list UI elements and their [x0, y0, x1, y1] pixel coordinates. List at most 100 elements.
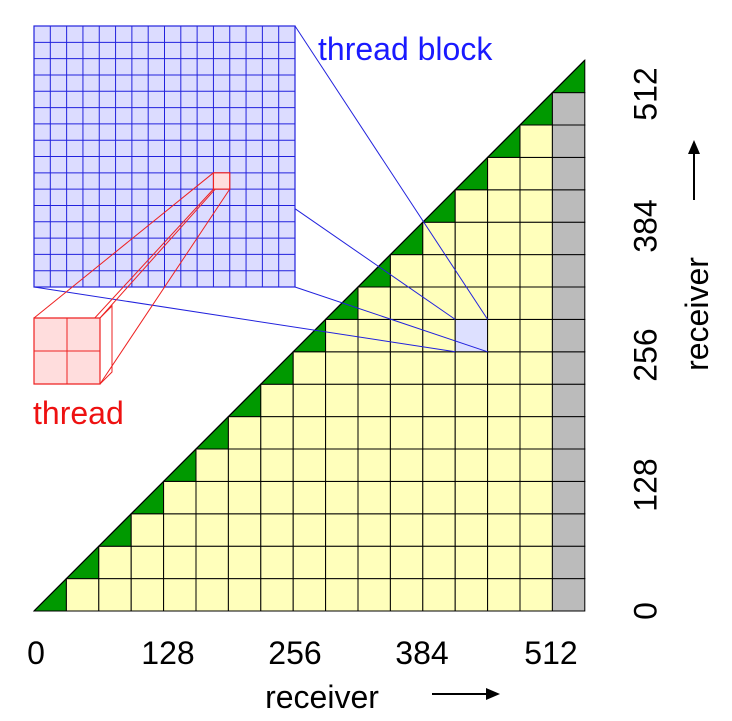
thread-block-cell — [454, 286, 489, 320]
thread-block-cell — [292, 578, 327, 612]
thread-block-cell — [98, 545, 132, 580]
thread-source-cell — [212, 172, 231, 190]
thread-block-cell — [487, 351, 521, 385]
thread-block-cell — [422, 578, 456, 612]
thread-block-cell — [454, 254, 489, 288]
thread-block-cell — [195, 448, 229, 482]
thread-zoom-projection-line — [99, 188, 231, 385]
x-axis-tick-label: 512 — [524, 635, 577, 671]
padding-block-cell — [551, 318, 586, 353]
thread-block-cell — [357, 448, 391, 482]
thread-block-cell — [519, 578, 553, 612]
thread-block-cell — [454, 578, 489, 612]
thread-block-cell — [519, 156, 553, 191]
thread-block-cell — [389, 383, 424, 418]
thread-block-cell — [454, 351, 489, 385]
thread-zoom-projection-line — [99, 172, 231, 319]
thread-block-cell — [130, 545, 165, 580]
thread-block-cell — [163, 513, 197, 547]
x-axis-tick-label: 128 — [141, 635, 194, 671]
thread-block-cell — [292, 513, 327, 547]
thread-block-cell — [163, 578, 197, 612]
thread-block-cell — [422, 545, 456, 580]
thread-block-cell — [389, 286, 424, 320]
y-axis-ticks: 0 128 256 384 512 — [627, 67, 663, 620]
thread-block-cell — [519, 448, 553, 482]
padding-block-cell — [551, 545, 586, 580]
thread-block-cell — [487, 545, 521, 580]
thread-block-cell — [325, 351, 359, 385]
block-zoom-projection-line — [294, 286, 488, 353]
thread-block-cell — [260, 448, 294, 482]
thread-block-cell — [519, 480, 553, 515]
thread-block-cell — [357, 286, 391, 320]
thread-block-cell — [487, 254, 521, 288]
padding-block-cell — [551, 286, 586, 320]
thread-block-cell — [389, 448, 424, 482]
thread-block-cell — [487, 513, 521, 547]
thread-block-cell — [260, 480, 294, 515]
padding-block-cell — [551, 383, 586, 418]
thread-block-cell — [389, 351, 424, 385]
thread-block-cell — [227, 545, 262, 580]
thread-block-cell — [227, 480, 262, 515]
padding-block-cell — [551, 189, 586, 223]
y-axis-arrow-icon — [688, 140, 700, 200]
thread-block-cell — [519, 513, 553, 547]
thread-block-cell — [519, 416, 553, 450]
thread-block-cell — [357, 416, 391, 450]
thread-block-cell — [195, 578, 229, 612]
y-axis-tick-label: 512 — [627, 67, 663, 120]
thread-zoom-depth-edge — [99, 304, 113, 385]
thread-block-cell — [292, 351, 327, 385]
padding-block-cell — [551, 92, 586, 126]
thread-block-cell — [389, 416, 424, 450]
padding-block-cell — [551, 416, 586, 450]
thread-block-cell — [519, 221, 553, 256]
block-zoom-projection-line — [33, 286, 456, 353]
padding-block-cell — [551, 351, 586, 385]
thread-block-cell — [422, 480, 456, 515]
thread-block-cell — [422, 513, 456, 547]
thread-block-cell — [195, 480, 229, 515]
thread-block-cell — [519, 124, 553, 158]
thread-block-cell — [454, 383, 489, 418]
thread-block-cell — [487, 156, 521, 191]
thread-block-cell — [357, 578, 391, 612]
thread-block-cell — [292, 383, 327, 418]
x-axis-tick-label: 256 — [268, 635, 321, 671]
thread-block-cell — [292, 448, 327, 482]
thread-block-cell — [487, 286, 521, 320]
thread-block-label: thread block — [318, 31, 493, 67]
thread-block-cell — [357, 480, 391, 515]
thread-block-cell — [422, 221, 456, 256]
thread-block-cell — [163, 545, 197, 580]
thread-block-cell — [260, 578, 294, 612]
thread-block-cell — [422, 351, 456, 385]
x-axis-ticks: 0 128 256 384 512 — [27, 635, 578, 671]
thread-block-cell — [195, 545, 229, 580]
thread-block-cell — [454, 221, 489, 256]
thread-block-cell — [260, 416, 294, 450]
padding-block-cell — [551, 156, 586, 191]
thread-block-cell — [357, 383, 391, 418]
thread-block-cell — [292, 416, 327, 450]
thread-block-cell — [519, 189, 553, 223]
diagonal-edge — [33, 59, 586, 612]
thread-block-cell — [487, 383, 521, 418]
thread-block-cell — [422, 383, 456, 418]
padding-block-cell — [551, 578, 586, 612]
thread-block-cell — [130, 513, 165, 547]
block-zoom-projection-line — [294, 208, 456, 320]
y-axis-tick-label: 256 — [627, 328, 663, 381]
thread-block-cell — [260, 545, 294, 580]
thread-block-cell — [357, 351, 391, 385]
thread-block-cell — [260, 383, 294, 418]
thread-block-cell — [487, 448, 521, 482]
thread-block-cell — [65, 578, 100, 612]
thread-block-cell — [422, 254, 456, 288]
thread-block-cell — [487, 189, 521, 223]
thread-block-cell — [325, 578, 359, 612]
thread-block-cell — [454, 416, 489, 450]
